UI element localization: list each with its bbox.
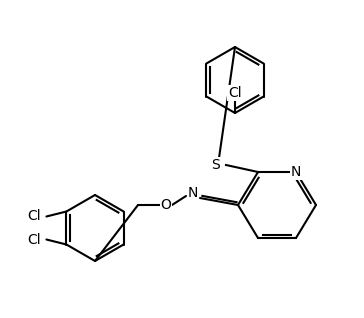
- Text: S: S: [211, 158, 220, 172]
- Text: N: N: [188, 186, 198, 200]
- Text: N: N: [291, 165, 301, 179]
- Text: Cl: Cl: [28, 210, 41, 224]
- Text: Cl: Cl: [228, 86, 242, 100]
- Text: Cl: Cl: [28, 232, 41, 246]
- Text: O: O: [161, 198, 171, 212]
